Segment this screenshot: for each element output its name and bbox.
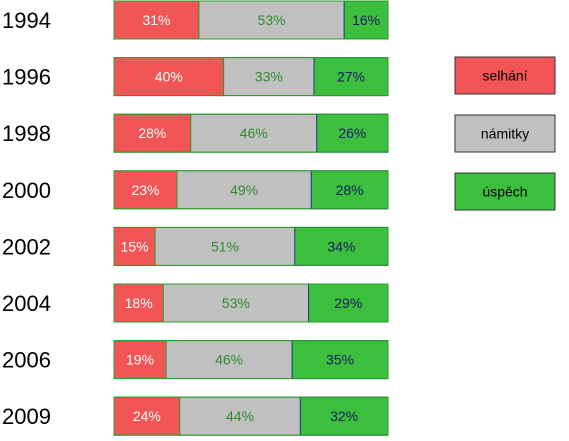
bar-row-2004: 2004 18% 53% 29% xyxy=(2,283,389,323)
bar-row-2009: 2009 24% 44% 32% xyxy=(2,396,389,436)
data-label: 26% xyxy=(338,125,366,141)
legend-item: námitky xyxy=(454,114,556,153)
bar-segment-namitky xyxy=(176,170,312,210)
legend-label: námitky xyxy=(481,126,529,142)
data-label: 34% xyxy=(327,238,355,254)
data-label: 44% xyxy=(226,408,254,424)
bar-segment-namitky xyxy=(165,340,293,380)
bar-segment-namitky xyxy=(179,396,301,436)
year-label: 2000 xyxy=(2,178,51,203)
data-label: 27% xyxy=(337,69,365,85)
data-label: 49% xyxy=(230,182,258,198)
data-label: 51% xyxy=(211,238,239,254)
data-label: 46% xyxy=(240,125,268,141)
year-label: 1998 xyxy=(2,121,51,146)
year-label: 2009 xyxy=(2,404,51,429)
data-label: 46% xyxy=(215,352,243,368)
bar-segment-selhani xyxy=(113,0,200,40)
legend-item: selhání xyxy=(454,56,556,95)
legend: selhání námitky úspěch xyxy=(454,56,556,211)
bar-row-2002: 2002 15% 51% 34% xyxy=(2,226,389,266)
bar-outline xyxy=(113,226,389,266)
year-label: 1996 xyxy=(2,65,51,90)
data-label: 53% xyxy=(222,295,250,311)
bar-rows: 1994 31% 53% 16% 1996 40% 33% 27% 1998 28% 46% 26% 2… xyxy=(2,0,389,436)
bar-outline xyxy=(113,396,389,436)
bar-segment-uspech xyxy=(310,170,389,210)
data-label: 33% xyxy=(255,69,283,85)
data-label: 40% xyxy=(155,69,183,85)
bar-outline xyxy=(113,170,389,210)
year-label: 2006 xyxy=(2,348,51,373)
legend-swatch xyxy=(454,114,556,153)
bar-segment-namitky xyxy=(162,283,310,323)
bar-segment-selhani xyxy=(113,283,164,323)
bar-row-1994: 1994 31% 53% 16% xyxy=(2,0,389,40)
data-label: 19% xyxy=(126,352,154,368)
data-label: 35% xyxy=(326,352,354,368)
bar-outline xyxy=(113,340,389,380)
bar-outline xyxy=(113,283,389,323)
year-label: 2002 xyxy=(2,234,51,259)
year-label: 1994 xyxy=(2,8,51,33)
data-label: 29% xyxy=(334,295,362,311)
data-label: 32% xyxy=(330,408,358,424)
bar-segment-selhani xyxy=(113,226,156,266)
bar-segment-uspech xyxy=(313,57,389,97)
data-label: 31% xyxy=(142,12,170,28)
bar-outline xyxy=(113,113,389,153)
bar-segment-namitky xyxy=(198,0,345,40)
legend-label: úspěch xyxy=(482,184,527,200)
bar-outline xyxy=(113,0,389,40)
bar-row-2000: 2000 23% 49% 28% xyxy=(2,170,389,210)
bar-outline xyxy=(113,57,389,97)
bar-row-2006: 2006 19% 46% 35% xyxy=(2,340,389,380)
bar-segment-uspech xyxy=(299,396,389,436)
bar-segment-selhani xyxy=(113,113,192,153)
data-label: 16% xyxy=(352,12,380,28)
legend-label: selhání xyxy=(482,68,527,84)
data-label: 23% xyxy=(131,182,159,198)
year-label: 2004 xyxy=(2,291,51,316)
data-label: 28% xyxy=(336,182,364,198)
legend-swatch xyxy=(454,172,556,211)
data-label: 24% xyxy=(133,408,161,424)
data-label: 28% xyxy=(138,125,166,141)
legend-item: úspěch xyxy=(454,172,556,211)
bar-row-1996: 1996 40% 33% 27% xyxy=(2,57,389,97)
legend-swatch xyxy=(454,56,556,95)
bar-segment-namitky xyxy=(154,226,296,266)
data-label: 18% xyxy=(125,295,153,311)
bar-segment-selhani xyxy=(113,340,167,380)
data-label: 15% xyxy=(121,238,149,254)
bar-row-1998: 1998 28% 46% 26% xyxy=(2,113,389,153)
data-label: 53% xyxy=(258,12,286,28)
